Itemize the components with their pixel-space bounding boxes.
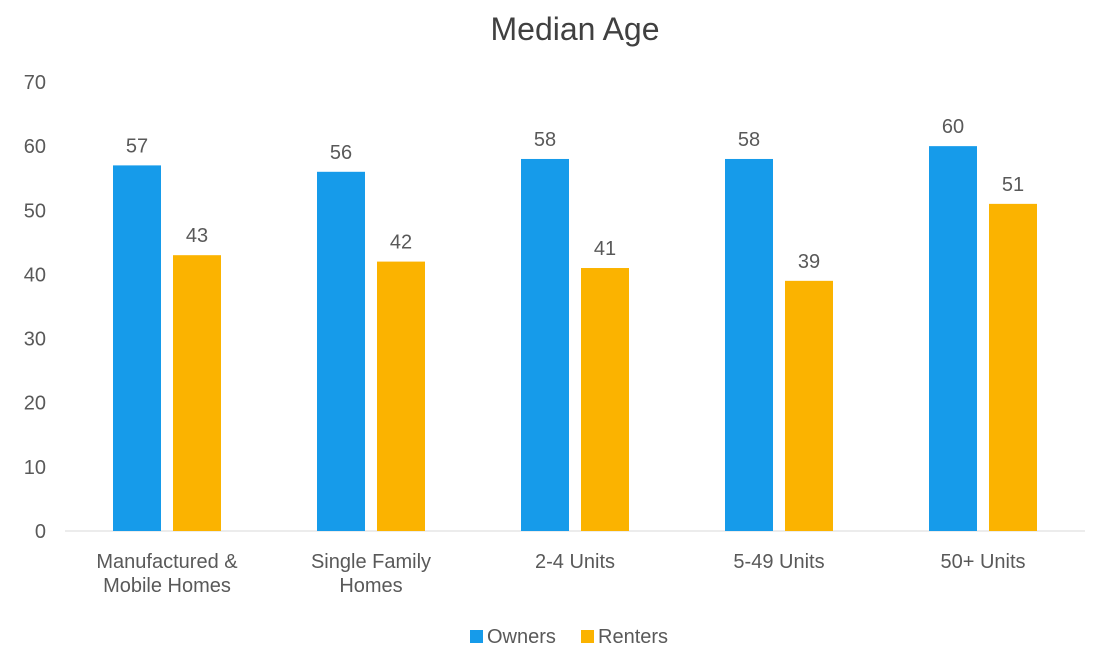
data-label: 43 (186, 225, 208, 247)
data-label: 42 (390, 232, 412, 254)
y-tick-label: 0 (35, 521, 46, 543)
bars (113, 146, 1037, 532)
bar-renters (785, 280, 833, 531)
legend-swatch-renters (581, 630, 594, 643)
y-tick-label: 20 (24, 393, 46, 415)
bar-renters (173, 255, 221, 531)
bar-renters (581, 268, 629, 531)
bar-owners (113, 165, 161, 531)
data-label: 56 (330, 142, 352, 164)
data-label: 41 (594, 238, 616, 260)
bar-renters (989, 203, 1037, 531)
y-tick-label: 40 (24, 264, 46, 286)
x-category-label: Mobile Homes (103, 575, 231, 597)
data-label: 57 (126, 135, 148, 157)
data-label: 60 (942, 116, 964, 138)
y-axis: 0 10 20 30 40 50 60 70 (24, 72, 46, 543)
bar-renters (377, 261, 425, 531)
data-label: 39 (798, 251, 820, 273)
data-label: 58 (738, 129, 760, 151)
bar-owners (929, 146, 977, 531)
y-tick-label: 70 (24, 72, 46, 94)
legend-label-owners: Owners (487, 626, 556, 648)
y-tick-label: 30 (24, 329, 46, 351)
bar-owners (521, 158, 569, 531)
y-tick-label: 60 (24, 136, 46, 158)
x-category-label: Homes (339, 575, 402, 597)
x-category-label: 50+ Units (940, 551, 1025, 573)
chart-title: Median Age (490, 11, 659, 47)
x-category-label: Manufactured & (96, 551, 238, 573)
legend-label-renters: Renters (598, 626, 668, 648)
y-tick-label: 50 (24, 200, 46, 222)
bar-owners (317, 171, 365, 532)
x-category-label: Single Family (311, 551, 431, 573)
y-tick-label: 10 (24, 457, 46, 479)
x-axis: Manufactured &Mobile Homes Single FamilyH… (96, 551, 1025, 597)
x-category-label: 5-49 Units (733, 551, 824, 573)
data-labels: 57 43 56 42 58 41 58 39 60 51 (126, 116, 1024, 273)
data-label: 58 (534, 129, 556, 151)
x-category-label: 2-4 Units (535, 551, 615, 573)
bar-owners (725, 158, 773, 531)
data-label: 51 (1002, 174, 1024, 196)
legend-swatch-owners (470, 630, 483, 643)
legend: Owners Renters (470, 626, 668, 648)
